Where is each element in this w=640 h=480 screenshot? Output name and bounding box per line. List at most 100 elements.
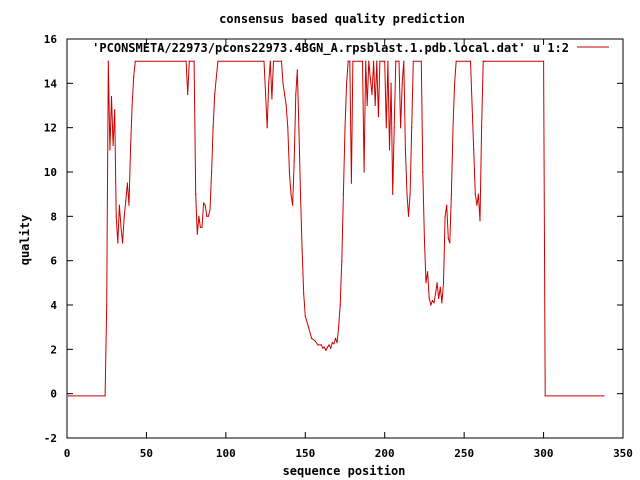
data-point xyxy=(298,127,300,129)
data-point xyxy=(295,93,297,95)
data-point xyxy=(290,193,292,195)
data-point xyxy=(109,149,111,151)
data-point xyxy=(206,215,208,217)
data-point xyxy=(325,349,327,351)
data-point xyxy=(376,60,378,62)
data-point xyxy=(476,204,478,206)
data-point xyxy=(484,60,486,62)
legend: 'PCONSMETA/22973/pcons22973.4BGN_A.rpsbl… xyxy=(92,41,609,56)
data-point xyxy=(320,344,322,346)
x-axis-label: sequence position xyxy=(283,464,406,478)
data-point xyxy=(371,93,373,95)
data-point xyxy=(296,69,298,71)
data-point xyxy=(195,193,197,195)
data-point xyxy=(212,127,214,129)
data-point xyxy=(544,395,546,397)
data-point xyxy=(209,209,211,211)
data-point xyxy=(407,215,410,217)
x-tick-label: 200 xyxy=(375,447,395,460)
data-point xyxy=(114,109,116,111)
data-point xyxy=(352,60,354,62)
data-point xyxy=(392,193,394,195)
data-point xyxy=(449,242,451,244)
x-tick-label: 250 xyxy=(454,447,474,460)
data-point xyxy=(131,104,133,107)
data-point xyxy=(282,82,284,84)
data-point xyxy=(118,204,120,206)
data-point xyxy=(401,82,403,84)
data-point xyxy=(388,149,391,151)
data-point xyxy=(285,104,287,107)
data-point xyxy=(346,82,348,84)
data-point xyxy=(106,304,108,306)
y-tick-label: -2 xyxy=(44,432,57,445)
data-point xyxy=(110,96,113,98)
data-point xyxy=(430,304,432,306)
data-point xyxy=(350,182,352,184)
data-point xyxy=(374,104,376,107)
data-point xyxy=(128,204,130,206)
data-point xyxy=(344,127,346,129)
data-point xyxy=(347,60,349,62)
data-point xyxy=(369,78,371,80)
data-point xyxy=(384,60,386,62)
data-point xyxy=(339,304,341,306)
data-point xyxy=(342,193,344,195)
data-point xyxy=(477,193,479,195)
data-point xyxy=(207,215,209,217)
data-point xyxy=(365,60,367,62)
y-tick-label: 4 xyxy=(50,299,57,312)
data-point xyxy=(395,60,397,62)
data-point xyxy=(287,127,289,129)
data-point xyxy=(68,395,70,397)
data-point xyxy=(393,127,395,129)
y-tick-label: 2 xyxy=(50,343,57,356)
data-point xyxy=(284,93,286,95)
data-point xyxy=(428,297,430,299)
data-point xyxy=(336,342,338,344)
data-point xyxy=(334,337,337,339)
data-point xyxy=(217,60,219,62)
y-tick-label: 10 xyxy=(44,166,57,179)
data-point xyxy=(203,202,205,204)
data-point xyxy=(211,171,213,173)
series-layer xyxy=(68,60,605,397)
data-point xyxy=(214,93,216,95)
data-point xyxy=(452,127,454,129)
data-point xyxy=(117,242,119,244)
data-point xyxy=(409,193,411,195)
y-tick-label: 14 xyxy=(44,77,58,90)
data-point xyxy=(482,60,484,62)
data-point xyxy=(196,233,198,235)
data-point xyxy=(349,60,351,62)
data-point xyxy=(185,60,187,62)
data-point xyxy=(390,82,392,84)
data-point xyxy=(293,160,295,162)
data-point xyxy=(326,346,329,348)
data-point xyxy=(341,260,343,262)
data-point xyxy=(454,82,456,84)
data-point xyxy=(543,60,545,62)
data-point xyxy=(436,282,438,284)
x-tick-label: 150 xyxy=(295,447,315,460)
data-point xyxy=(361,60,364,62)
data-point xyxy=(447,237,449,240)
data-point xyxy=(129,149,132,151)
data-point xyxy=(400,127,402,129)
data-point xyxy=(603,395,605,397)
data-point xyxy=(473,149,475,151)
x-tick-label: 300 xyxy=(534,447,554,460)
data-point xyxy=(204,204,206,206)
data-point xyxy=(292,204,294,206)
data-point xyxy=(404,149,406,151)
data-point xyxy=(403,60,405,62)
data-point xyxy=(406,193,408,195)
data-point xyxy=(269,60,271,62)
data-point xyxy=(379,60,381,62)
data-point xyxy=(330,347,332,349)
data-point xyxy=(122,242,124,244)
data-point xyxy=(333,343,335,345)
x-tick-label: 100 xyxy=(216,447,236,460)
data-point xyxy=(263,60,265,62)
data-point xyxy=(133,76,135,78)
